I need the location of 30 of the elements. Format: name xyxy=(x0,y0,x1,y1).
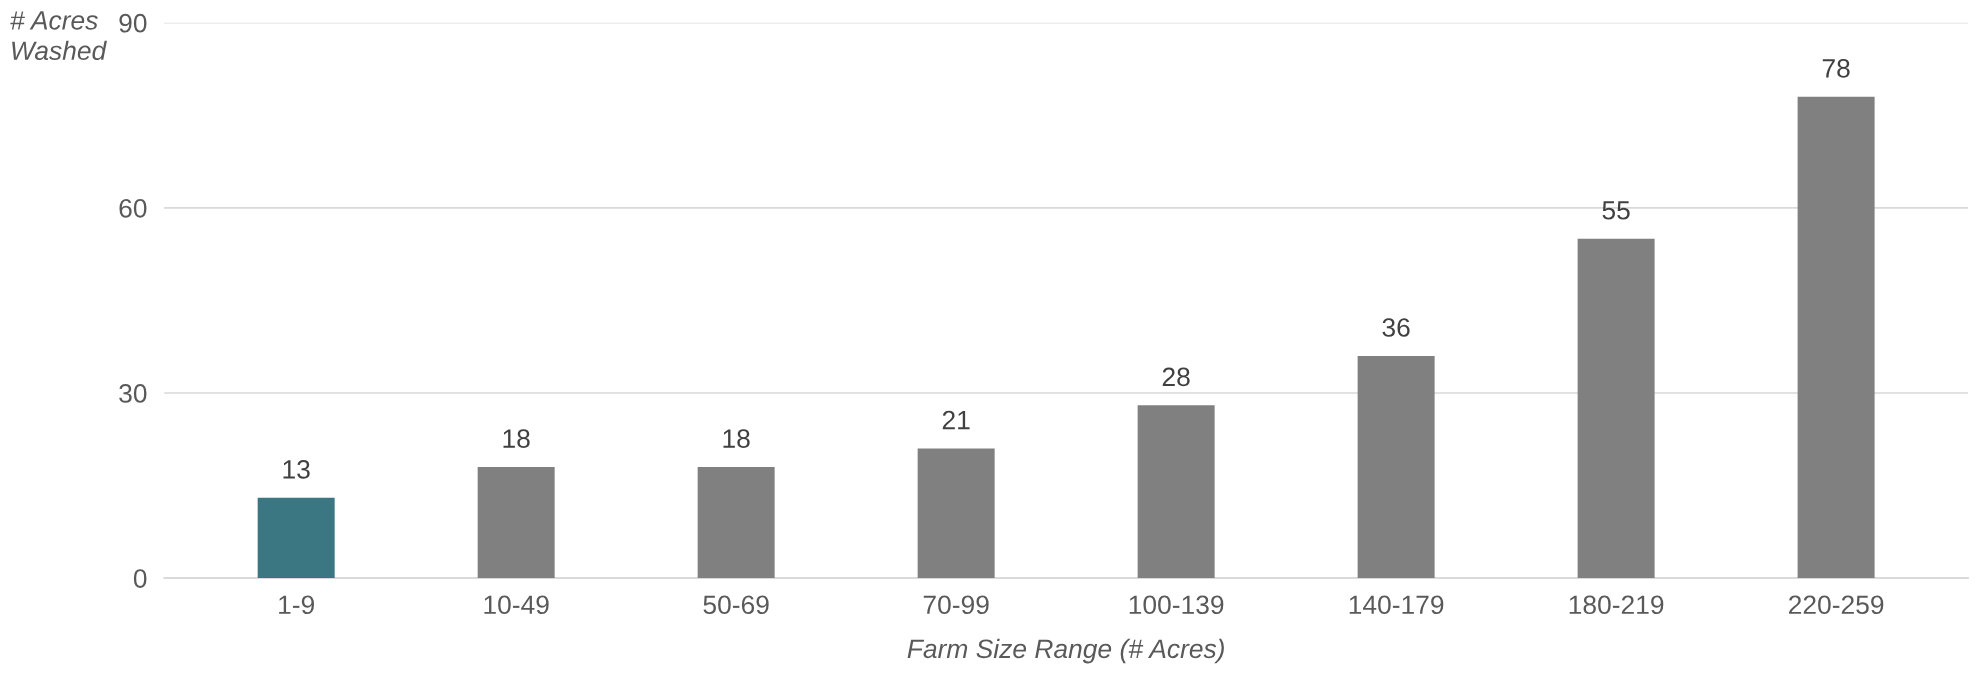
x-tick-label: 50-69 xyxy=(703,595,769,615)
bar xyxy=(477,467,555,579)
x-tick-label: 100-139 xyxy=(1129,595,1224,615)
y-axis-title: # Acres Washed xyxy=(10,11,107,61)
bar xyxy=(917,448,995,579)
data-label: 21 xyxy=(942,410,970,430)
x-tick-label: 1-9 xyxy=(279,595,314,615)
x-tick-label: 70-99 xyxy=(923,595,989,615)
bar xyxy=(257,497,335,579)
x-tick-label: 140-179 xyxy=(1349,595,1444,615)
bar xyxy=(1357,355,1435,579)
y-tick-label: 30 xyxy=(119,384,147,403)
y-tick-label: 90 xyxy=(119,13,147,33)
bar xyxy=(697,467,775,579)
x-axis-title: Farm Size Range (# Acres) xyxy=(907,638,1224,664)
y-tick-label: 0 xyxy=(133,569,147,588)
x-tick-label: 220-259 xyxy=(1789,595,1884,615)
x-tick-label: 180-219 xyxy=(1569,595,1664,615)
bar xyxy=(1577,238,1655,579)
data-label: 78 xyxy=(1822,58,1850,78)
data-label: 55 xyxy=(1602,201,1630,220)
data-label: 18 xyxy=(723,429,750,448)
bar xyxy=(1797,96,1875,579)
bar xyxy=(1137,405,1215,579)
data-label: 13 xyxy=(283,460,310,479)
y-tick-label: 60 xyxy=(119,198,147,218)
data-label: 36 xyxy=(1382,318,1410,337)
x-tick-label: 10-49 xyxy=(484,595,549,615)
data-label: 18 xyxy=(503,429,530,448)
data-label: 28 xyxy=(1162,367,1190,387)
